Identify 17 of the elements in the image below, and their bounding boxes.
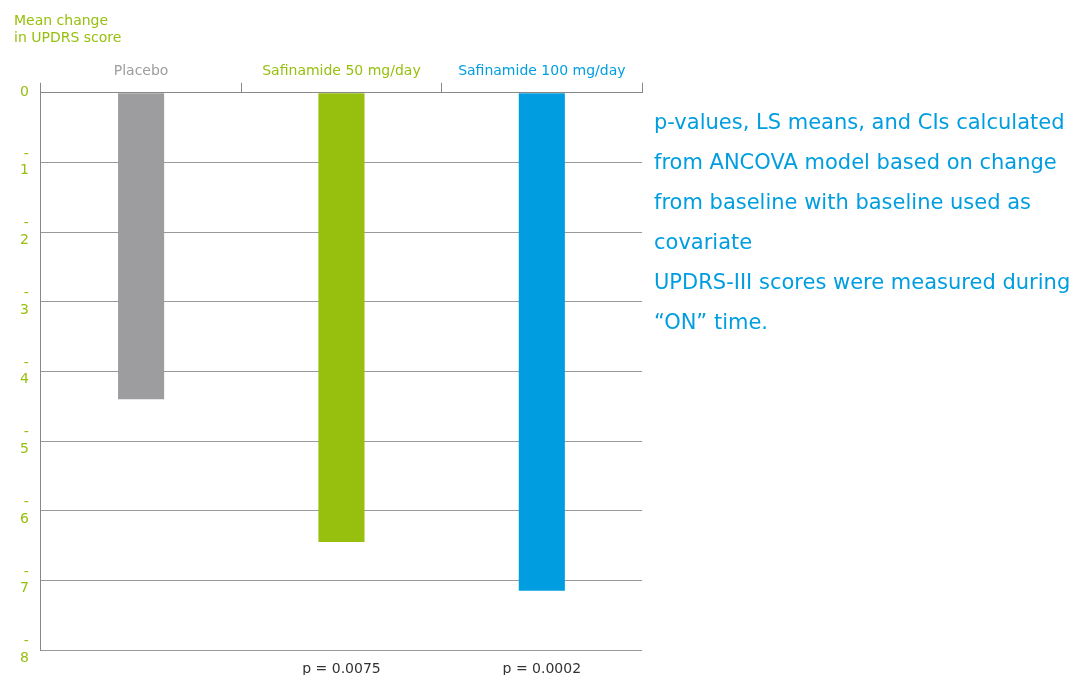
y-axis-title: Mean change in UPDRS score	[14, 12, 123, 46]
text: UPDRS-III scores were measured during “ON” time.	[654, 269, 1072, 336]
text: p = 0.0002	[502, 659, 582, 675]
y-tick-label: 0	[19, 83, 29, 100]
y-tick-label: - 3	[19, 283, 29, 317]
y-tick-label: - 2	[19, 214, 29, 248]
text: p-values, LS means, and CIs calculated from ANCOVA model based on change from baseline with baseline used as covariate	[654, 109, 1066, 256]
x-tick-label: Safinamide 100 mg/day	[458, 62, 626, 79]
y-tick-label: - 6	[19, 492, 29, 526]
y-tick-label: - 5	[19, 423, 29, 457]
y-tick-label: - 8	[19, 632, 29, 666]
y-tick-label: - 7	[19, 562, 29, 596]
y-tick-label: - 1	[19, 144, 29, 178]
y-tick-label: - 4	[19, 353, 29, 387]
x-tick-label: Safinamide 50 mg/day	[262, 62, 421, 79]
x-tick-label: Placebo	[113, 62, 169, 79]
text: p = 0.0075	[302, 659, 381, 675]
